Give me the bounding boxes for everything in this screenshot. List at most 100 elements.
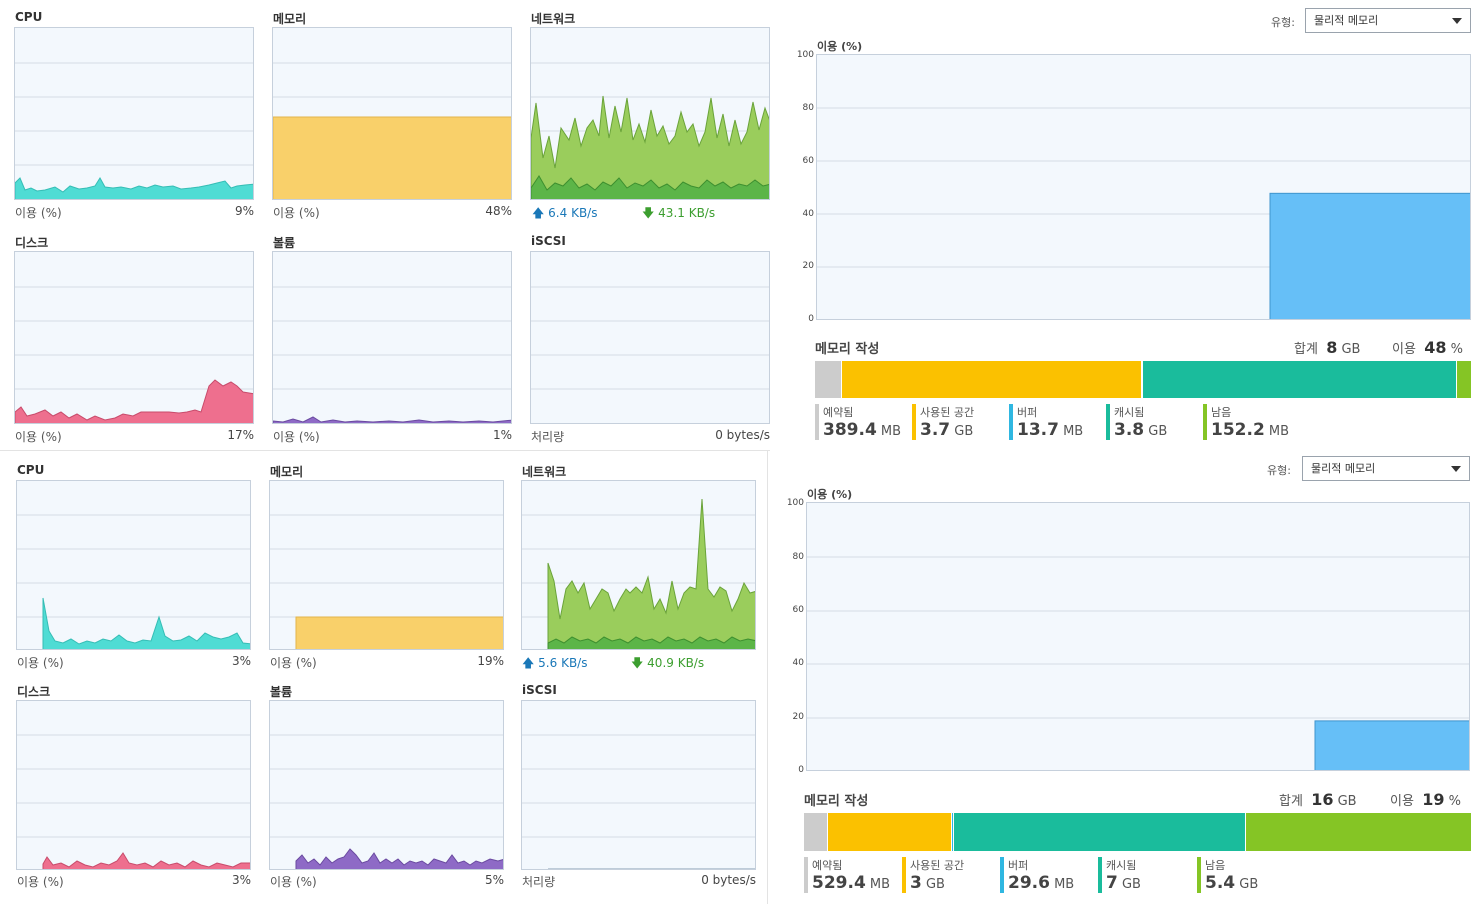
legend-swatch — [815, 404, 819, 440]
usage-chart-title: 이용 (%) — [817, 40, 863, 53]
disk-label: 이용 (%) — [15, 430, 62, 444]
arrow-up-icon: 🡅 — [532, 206, 545, 220]
network-download-value: 43.1 KB/s — [658, 206, 716, 220]
use-value: 19 — [1422, 790, 1445, 809]
disk-title: 디스크 — [17, 685, 51, 699]
composition-segment — [1244, 813, 1471, 851]
panel-divider-horizontal — [0, 450, 770, 451]
memory-total: 합계 16 GB — [1279, 790, 1357, 809]
iscsi-chart-svg — [522, 734, 755, 869]
total-label: 합계 — [1279, 794, 1303, 809]
iscsi-chart-svg — [531, 286, 769, 390]
memory-usage-chart[interactable] — [816, 54, 1471, 320]
volume-value: 5% — [484, 873, 504, 887]
volume-chart[interactable] — [272, 251, 512, 424]
volume-chart[interactable] — [269, 700, 504, 870]
total-unit: GB — [1337, 794, 1357, 809]
disk-usage-area — [42, 852, 250, 869]
memory-title: 메모리 — [270, 465, 304, 479]
legend-swatch — [1203, 404, 1207, 440]
memory-usage-bar — [1269, 192, 1470, 319]
y-tick: 0 — [798, 765, 804, 775]
memory-label: 이용 (%) — [273, 206, 320, 220]
legend-value: 3 GB — [910, 873, 945, 893]
network-chart[interactable] — [530, 27, 770, 200]
monitor-panel-1: CPU 이용 (%) 9% 메모리 이용 (%) 48% 네트워크 — [0, 0, 1481, 450]
disk-chart[interactable] — [16, 700, 251, 870]
iscsi-value: 0 bytes/s — [715, 428, 770, 442]
legend-swatch — [1197, 857, 1201, 893]
y-tick: 80 — [792, 552, 804, 562]
arrow-down-icon: 🡇 — [631, 656, 644, 670]
disk-value: 17% — [227, 428, 254, 442]
composition-segment — [815, 361, 841, 398]
memory-use: 이용 48 % — [1392, 338, 1463, 357]
legend-name: 예약됨 — [812, 859, 843, 872]
cpu-chart[interactable] — [14, 27, 254, 200]
cpu-usage-area — [15, 177, 253, 199]
chart-grid — [522, 734, 755, 838]
memory-type-value: 물리적 메모리 — [1311, 462, 1376, 475]
legend-value: 3.7 GB — [920, 420, 974, 440]
network-upload-speed: 🡅 5.6 KB/s — [522, 654, 587, 675]
iscsi-label: 처리량 — [522, 875, 556, 889]
network-upload-area — [547, 636, 755, 649]
memory-type-select[interactable]: 물리적 메모리 — [1305, 8, 1471, 33]
iscsi-chart[interactable] — [530, 251, 770, 424]
memory-type-select[interactable]: 물리적 메모리 — [1302, 456, 1470, 481]
iscsi-chart[interactable] — [521, 700, 756, 870]
memory-usage-chart[interactable] — [806, 502, 1470, 771]
network-download-value: 40.9 KB/s — [647, 656, 705, 670]
iscsi-title: iSCSI — [522, 683, 557, 697]
chart-grid — [270, 734, 503, 838]
chevron-down-icon — [1451, 466, 1461, 472]
cpu-chart[interactable] — [16, 480, 251, 650]
legend-swatch — [1106, 404, 1110, 440]
disk-chart[interactable] — [14, 251, 254, 424]
total-value: 8 — [1326, 338, 1338, 357]
memory-chart-svg — [270, 514, 503, 649]
network-upload-speed: 🡅 6.4 KB/s — [532, 204, 597, 225]
legend-swatch — [1098, 857, 1102, 893]
type-label: 유형: — [1271, 16, 1295, 29]
memory-total: 합계 8 GB — [1294, 338, 1360, 357]
arrow-down-icon: 🡇 — [642, 206, 655, 220]
legend-swatch — [1009, 404, 1013, 440]
cpu-title: CPU — [17, 463, 45, 477]
cpu-chart-svg — [15, 62, 253, 199]
y-tick: 100 — [796, 50, 814, 60]
iscsi-title: iSCSI — [531, 234, 566, 248]
volume-value: 1% — [492, 428, 512, 442]
network-chart[interactable] — [521, 480, 756, 650]
memory-value: 19% — [477, 654, 504, 668]
total-unit: GB — [1341, 342, 1361, 357]
disk-chart-svg — [17, 734, 250, 869]
memory-usage-chart-svg — [817, 107, 1470, 319]
memory-chart[interactable] — [269, 480, 504, 650]
memory-composition-bar — [815, 361, 1471, 398]
chart-grid — [273, 286, 511, 390]
memory-composition-title: 메모리 작성 — [804, 794, 869, 809]
type-label: 유형: — [1267, 464, 1291, 477]
composition-segment — [1455, 361, 1471, 398]
legend-value: 5.4 GB — [1205, 873, 1259, 893]
volume-label: 이용 (%) — [270, 875, 317, 889]
legend-name: 남음 — [1205, 859, 1226, 872]
legend-name: 남음 — [1211, 406, 1232, 419]
legend-value: 13.7 MB — [1017, 420, 1084, 440]
use-unit: % — [1448, 794, 1461, 809]
network-download-area — [531, 95, 769, 199]
y-tick: 40 — [802, 209, 814, 219]
legend-value: 29.6 MB — [1008, 873, 1075, 893]
network-upload-value: 6.4 KB/s — [548, 206, 598, 220]
memory-chart[interactable] — [272, 27, 512, 200]
y-tick: 60 — [802, 156, 814, 166]
y-tick: 0 — [808, 314, 814, 324]
use-label: 이용 — [1392, 342, 1416, 357]
legend-name: 사용된 공간 — [920, 406, 975, 419]
iscsi-label: 처리량 — [531, 430, 565, 444]
memory-use: 이용 19 % — [1390, 790, 1461, 809]
memory-label: 이용 (%) — [270, 656, 317, 670]
network-chart-svg — [531, 62, 769, 199]
